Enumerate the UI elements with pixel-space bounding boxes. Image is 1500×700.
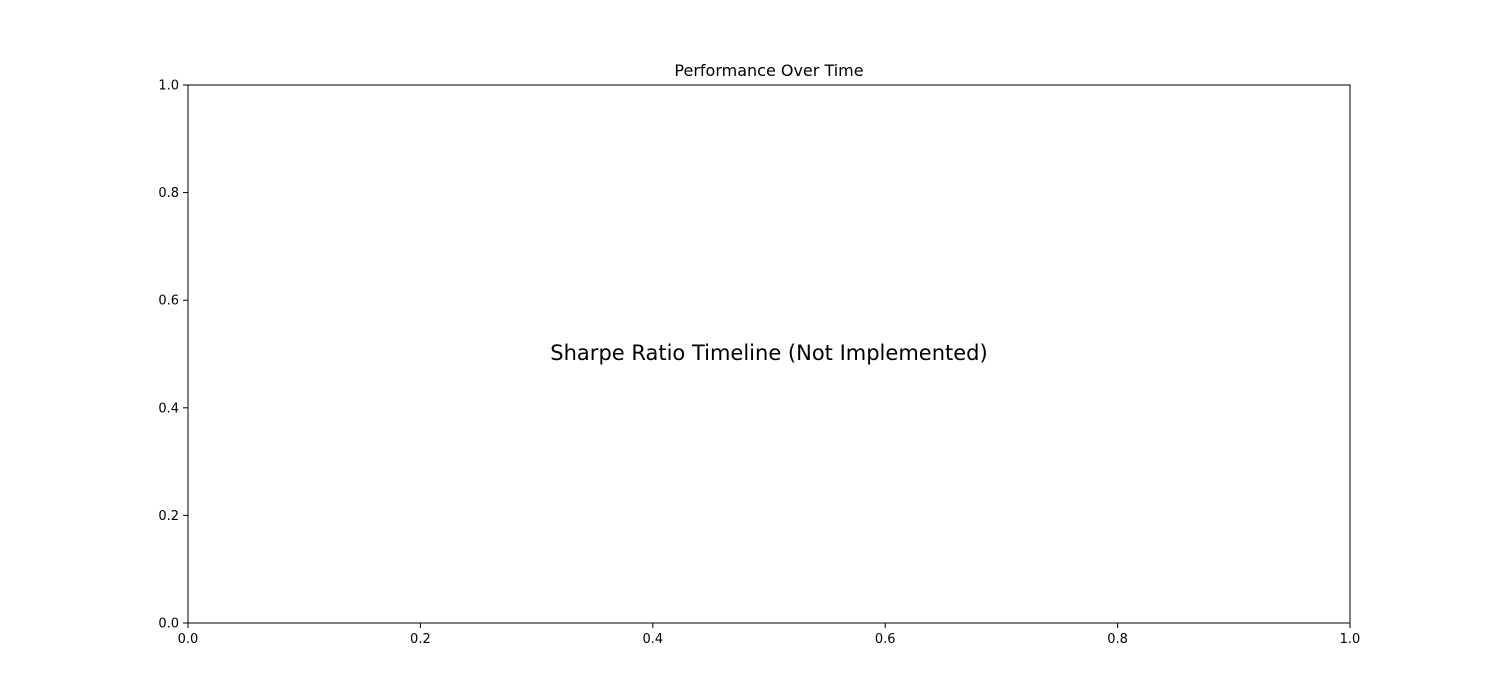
x-tick-label: 0.4 bbox=[642, 632, 663, 647]
x-tick-label: 1.0 bbox=[1340, 632, 1361, 647]
y-tick-label: 0.2 bbox=[158, 509, 179, 524]
x-tick-label: 0.8 bbox=[1107, 632, 1128, 647]
chart-title: Performance Over Time bbox=[674, 61, 863, 80]
x-axis: 0.0 0.2 0.4 0.6 0.8 1.0 bbox=[178, 623, 1361, 647]
y-tick-label: 1.0 bbox=[158, 79, 179, 94]
y-tick-label: 0.6 bbox=[158, 294, 179, 309]
y-tick-label: 0.4 bbox=[158, 401, 179, 416]
plot-area-frame bbox=[187, 84, 1351, 624]
y-tick-label: 0.8 bbox=[158, 186, 179, 201]
x-tick-label: 0.6 bbox=[875, 632, 896, 647]
y-axis: 0.0 0.2 0.4 0.6 0.8 1.0 bbox=[158, 79, 188, 632]
x-tick-label: 0.0 bbox=[178, 632, 199, 647]
x-tick-label: 0.2 bbox=[410, 632, 431, 647]
chart-annotation: Sharpe Ratio Timeline (Not Implemented) bbox=[550, 341, 987, 365]
y-tick-label: 0.0 bbox=[158, 617, 179, 632]
